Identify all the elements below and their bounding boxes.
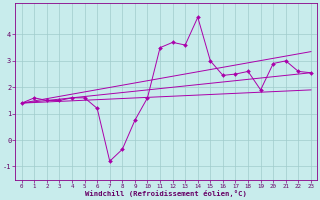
X-axis label: Windchill (Refroidissement éolien,°C): Windchill (Refroidissement éolien,°C) bbox=[85, 190, 247, 197]
